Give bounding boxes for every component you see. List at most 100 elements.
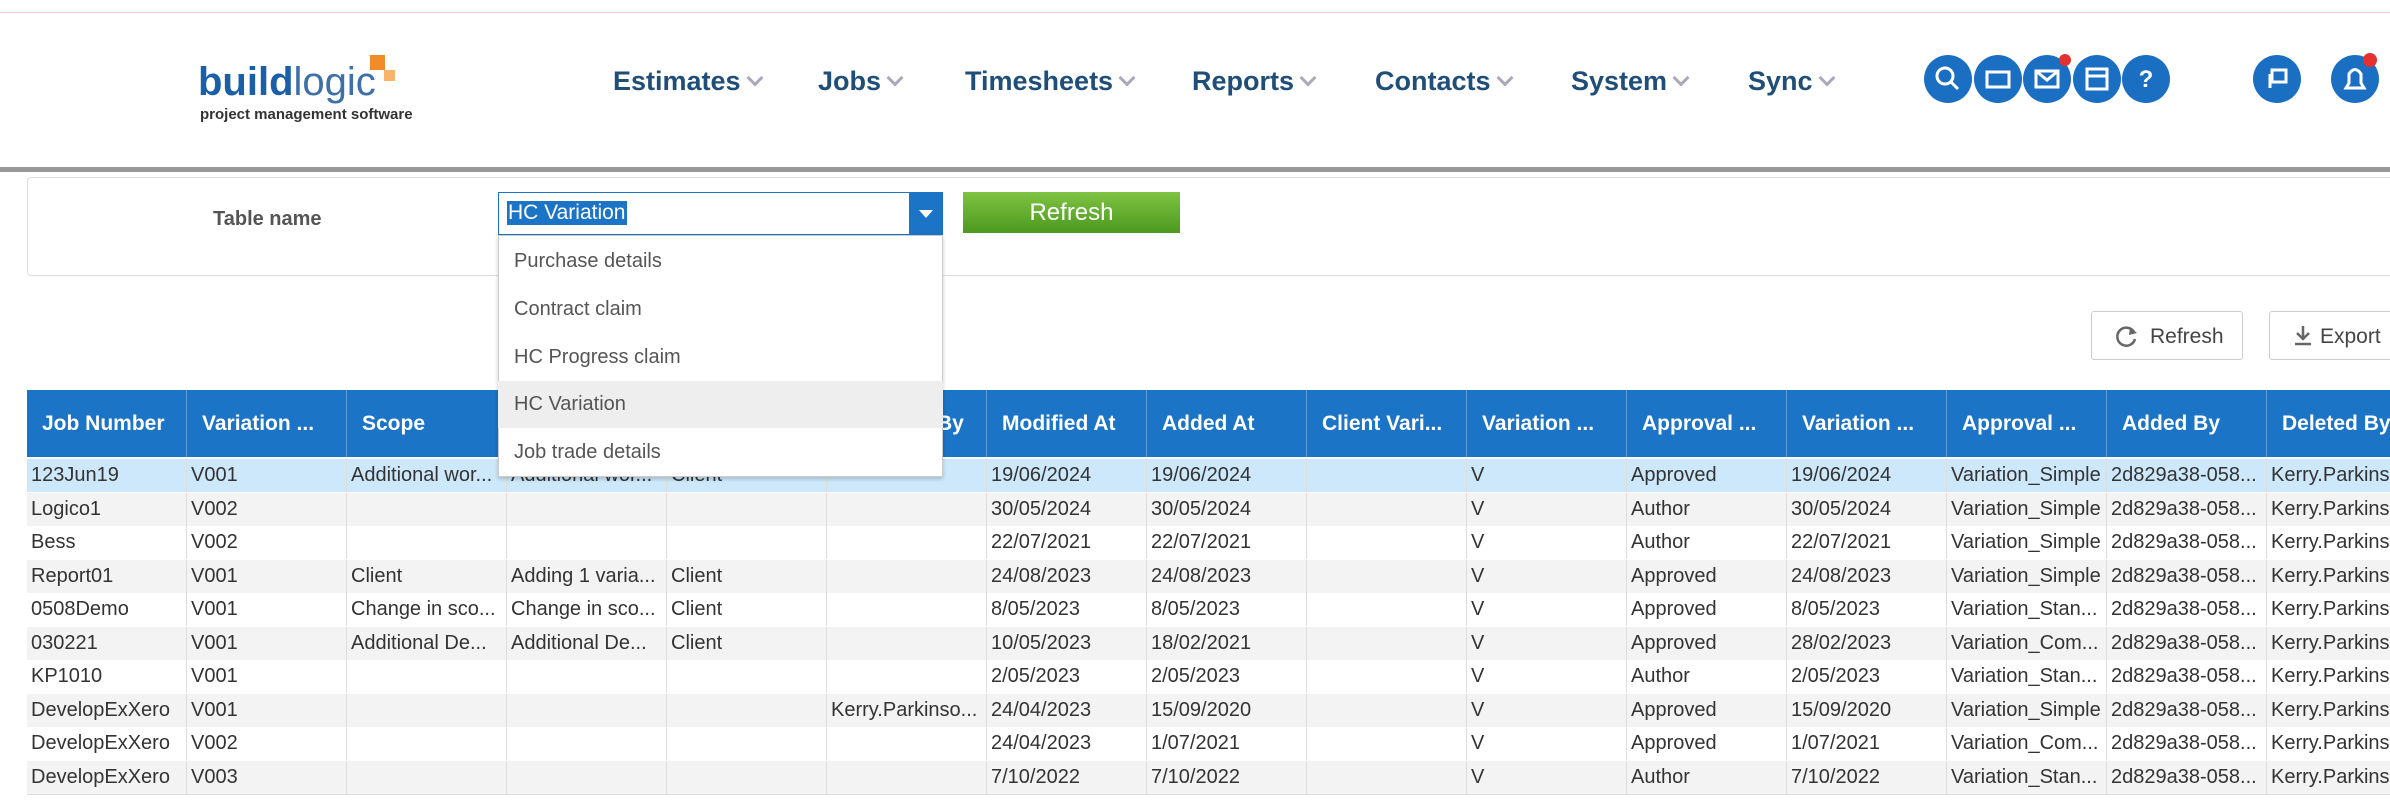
table-row[interactable] [27,593,2390,626]
table-cell: Client [667,593,827,626]
dropdown-option[interactable]: Job trade details [514,441,661,464]
table-cell: 2/05/2023 [1787,660,1947,693]
table-row[interactable] [27,693,2390,727]
folder-icon[interactable] [1974,55,2022,103]
nav-item[interactable]: Contacts [1375,66,1511,97]
table-row[interactable] [27,660,2390,693]
table-cell [1307,492,1467,526]
table-cell: 2d829a38-058... [2107,693,2267,727]
table-cell: Variation_Simple [1947,492,2107,526]
help-icon[interactable] [2122,55,2170,103]
table-cell [1307,526,1467,559]
column-header[interactable]: Variation ... [1787,390,1947,457]
column-header[interactable]: Added By [2107,390,2267,457]
badge [2059,54,2071,66]
table-cell: Variation_Com... [1947,727,2107,760]
table-cell: 7/10/2022 [1147,760,1307,794]
table-row[interactable] [27,492,2390,526]
table-cell: 7/10/2022 [987,760,1147,794]
table-cell: 8/05/2023 [1147,593,1307,626]
table-cell: Kerry.Parkins [2267,593,2390,626]
column-header[interactable]: Deleted By [2267,390,2390,457]
table-cell: 2d829a38-058... [2107,760,2267,794]
column-header[interactable]: Modified At [987,390,1147,457]
nav-item[interactable]: Sync [1748,66,1833,97]
table-cell: Report01 [27,559,187,593]
table-cell: Client [347,559,507,593]
nav-item[interactable]: System [1571,66,1687,97]
table-cell: Approved [1627,693,1787,727]
logo-square [384,70,395,81]
filter-panel [27,177,2390,276]
table-cell: Approved [1627,459,1787,492]
table-cell [667,727,827,760]
table-cell: 10/05/2023 [987,626,1147,660]
table-cell: 24/08/2023 [1147,559,1307,593]
table-row[interactable] [27,459,2390,492]
column-header[interactable]: Added At [1147,390,1307,457]
table-cell [507,760,667,794]
logo[interactable]: buildlogic [198,60,376,105]
table-cell: 8/05/2023 [987,593,1147,626]
table-row[interactable] [27,559,2390,593]
column-header[interactable]: Approval ... [1627,390,1787,457]
table-cell: 22/07/2021 [1787,526,1947,559]
column-header[interactable]: Variation ... [187,390,347,457]
table-cell: 30/05/2024 [1787,492,1947,526]
table-cell: 19/06/2024 [987,459,1147,492]
logo-square [370,55,385,70]
table-cell [347,760,507,794]
table-cell: Approved [1627,727,1787,760]
table-cell: 19/06/2024 [1147,459,1307,492]
table-cell [507,727,667,760]
table-row[interactable] [27,727,2390,760]
table-cell: 24/04/2023 [987,727,1147,760]
column-header[interactable]: Variation ... [1467,390,1627,457]
table-cell [347,727,507,760]
table-cell: Variation_Simple [1947,693,2107,727]
dropdown-option[interactable]: HC Progress claim [514,345,681,368]
toolbar-export[interactable]: Export [2269,311,2390,360]
table-cell: V002 [187,492,347,526]
table-cell [827,760,987,794]
column-header[interactable]: Scope [347,390,507,457]
table-cell: Kerry.Parkins [2267,727,2390,760]
nav-item[interactable]: Timesheets [965,66,1133,97]
table-cell: Additional De... [507,626,667,660]
table-cell: 19/06/2024 [1787,459,1947,492]
dropdown-option[interactable]: Purchase details [514,250,662,272]
dropdown-option[interactable]: Contract claim [514,297,642,320]
table-row[interactable] [27,526,2390,559]
table-cell: Kerry.Parkins [2267,660,2390,693]
search-icon[interactable] [1924,55,1972,103]
table-cell: V [1467,760,1627,794]
table-cell: DevelopExXero [27,760,187,794]
table-cell: 7/10/2022 [1787,760,1947,794]
table-cell: 2d829a38-058... [2107,559,2267,593]
table-cell: Additional De... [347,626,507,660]
table-select[interactable]: HC Variation [498,192,943,235]
nav-item[interactable]: Jobs [818,66,901,97]
table-cell: Additional wor... [347,459,507,492]
table-cell [507,526,667,559]
table-row[interactable] [27,760,2390,794]
table-cell: Bess [27,526,187,559]
table-cell: Adding 1 varia... [507,559,667,593]
dropdown-option[interactable]: HC Variation [498,381,943,429]
switch-icon[interactable] [2253,55,2301,103]
bell-icon[interactable] [2331,55,2379,103]
column-header[interactable]: Client Vari... [1307,390,1467,457]
refresh-button[interactable]: Refresh [963,192,1180,233]
table-cell: Approved [1627,593,1787,626]
calendar-icon[interactable] [2073,55,2121,103]
nav-item[interactable]: Estimates [613,66,761,97]
column-header[interactable]: Job Number [27,390,187,457]
nav-item[interactable]: Reports [1192,66,1314,97]
badge [2363,53,2377,67]
toolbar-refresh[interactable]: Refresh [2091,311,2243,360]
table-row[interactable] [27,626,2390,660]
column-header[interactable]: Approval ... [1947,390,2107,457]
table-cell: V [1467,459,1627,492]
select-arrow[interactable] [909,193,942,234]
